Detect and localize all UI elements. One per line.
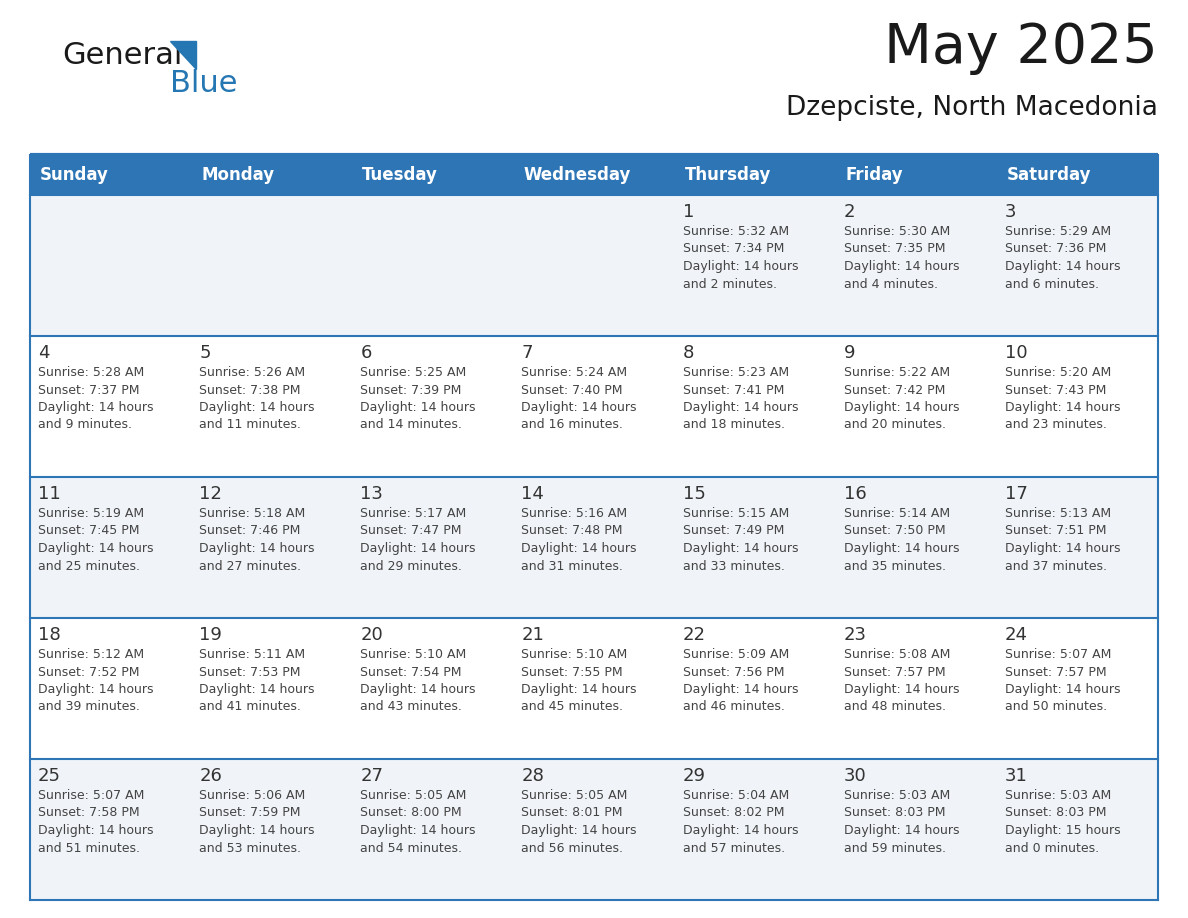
Text: 8: 8: [683, 344, 694, 362]
Text: 13: 13: [360, 485, 384, 503]
Text: Sunrise: 5:08 AM
Sunset: 7:57 PM
Daylight: 14 hours
and 48 minutes.: Sunrise: 5:08 AM Sunset: 7:57 PM Dayligh…: [843, 648, 959, 713]
Text: Saturday: Saturday: [1007, 166, 1092, 184]
Text: Sunrise: 5:20 AM
Sunset: 7:43 PM
Daylight: 14 hours
and 23 minutes.: Sunrise: 5:20 AM Sunset: 7:43 PM Dayligh…: [1005, 366, 1120, 431]
Text: May 2025: May 2025: [884, 21, 1158, 75]
Text: 14: 14: [522, 485, 544, 503]
Bar: [30, 195, 1158, 336]
Text: 9: 9: [843, 344, 855, 362]
Text: Friday: Friday: [846, 166, 903, 184]
Text: 28: 28: [522, 767, 544, 785]
Text: 26: 26: [200, 767, 222, 785]
Text: Sunrise: 5:12 AM
Sunset: 7:52 PM
Daylight: 14 hours
and 39 minutes.: Sunrise: 5:12 AM Sunset: 7:52 PM Dayligh…: [38, 648, 153, 713]
Bar: [30, 155, 1158, 195]
Text: 6: 6: [360, 344, 372, 362]
Text: Sunrise: 5:06 AM
Sunset: 7:59 PM
Daylight: 14 hours
and 53 minutes.: Sunrise: 5:06 AM Sunset: 7:59 PM Dayligh…: [200, 789, 315, 855]
Text: Sunrise: 5:14 AM
Sunset: 7:50 PM
Daylight: 14 hours
and 35 minutes.: Sunrise: 5:14 AM Sunset: 7:50 PM Dayligh…: [843, 507, 959, 573]
Text: Sunrise: 5:29 AM
Sunset: 7:36 PM
Daylight: 14 hours
and 6 minutes.: Sunrise: 5:29 AM Sunset: 7:36 PM Dayligh…: [1005, 225, 1120, 290]
Text: Sunrise: 5:24 AM
Sunset: 7:40 PM
Daylight: 14 hours
and 16 minutes.: Sunrise: 5:24 AM Sunset: 7:40 PM Dayligh…: [522, 366, 637, 431]
Bar: [30, 477, 1158, 618]
Text: 3: 3: [1005, 203, 1017, 221]
Bar: [30, 336, 1158, 477]
Text: Sunrise: 5:28 AM
Sunset: 7:37 PM
Daylight: 14 hours
and 9 minutes.: Sunrise: 5:28 AM Sunset: 7:37 PM Dayligh…: [38, 366, 153, 431]
Text: 20: 20: [360, 626, 383, 644]
Text: Sunrise: 5:10 AM
Sunset: 7:55 PM
Daylight: 14 hours
and 45 minutes.: Sunrise: 5:10 AM Sunset: 7:55 PM Dayligh…: [522, 648, 637, 713]
Text: Sunrise: 5:18 AM
Sunset: 7:46 PM
Daylight: 14 hours
and 27 minutes.: Sunrise: 5:18 AM Sunset: 7:46 PM Dayligh…: [200, 507, 315, 573]
Text: Tuesday: Tuesday: [362, 166, 438, 184]
Text: Sunrise: 5:09 AM
Sunset: 7:56 PM
Daylight: 14 hours
and 46 minutes.: Sunrise: 5:09 AM Sunset: 7:56 PM Dayligh…: [683, 648, 798, 713]
Text: 22: 22: [683, 626, 706, 644]
Text: Sunrise: 5:16 AM
Sunset: 7:48 PM
Daylight: 14 hours
and 31 minutes.: Sunrise: 5:16 AM Sunset: 7:48 PM Dayligh…: [522, 507, 637, 573]
Text: Sunday: Sunday: [40, 166, 109, 184]
Text: Sunrise: 5:05 AM
Sunset: 8:00 PM
Daylight: 14 hours
and 54 minutes.: Sunrise: 5:05 AM Sunset: 8:00 PM Dayligh…: [360, 789, 475, 855]
Text: Thursday: Thursday: [684, 166, 771, 184]
Text: Sunrise: 5:25 AM
Sunset: 7:39 PM
Daylight: 14 hours
and 14 minutes.: Sunrise: 5:25 AM Sunset: 7:39 PM Dayligh…: [360, 366, 475, 431]
Text: 5: 5: [200, 344, 210, 362]
Bar: [30, 759, 1158, 900]
Text: 24: 24: [1005, 626, 1028, 644]
Text: General: General: [62, 40, 183, 70]
Text: 21: 21: [522, 626, 544, 644]
Text: 19: 19: [200, 626, 222, 644]
Text: 7: 7: [522, 344, 533, 362]
Text: Sunrise: 5:05 AM
Sunset: 8:01 PM
Daylight: 14 hours
and 56 minutes.: Sunrise: 5:05 AM Sunset: 8:01 PM Dayligh…: [522, 789, 637, 855]
Text: Sunrise: 5:11 AM
Sunset: 7:53 PM
Daylight: 14 hours
and 41 minutes.: Sunrise: 5:11 AM Sunset: 7:53 PM Dayligh…: [200, 648, 315, 713]
Text: 15: 15: [683, 485, 706, 503]
Text: 4: 4: [38, 344, 50, 362]
Text: Sunrise: 5:10 AM
Sunset: 7:54 PM
Daylight: 14 hours
and 43 minutes.: Sunrise: 5:10 AM Sunset: 7:54 PM Dayligh…: [360, 648, 475, 713]
Text: Sunrise: 5:15 AM
Sunset: 7:49 PM
Daylight: 14 hours
and 33 minutes.: Sunrise: 5:15 AM Sunset: 7:49 PM Dayligh…: [683, 507, 798, 573]
Text: Sunrise: 5:32 AM
Sunset: 7:34 PM
Daylight: 14 hours
and 2 minutes.: Sunrise: 5:32 AM Sunset: 7:34 PM Dayligh…: [683, 225, 798, 290]
Text: 10: 10: [1005, 344, 1028, 362]
Text: Sunrise: 5:22 AM
Sunset: 7:42 PM
Daylight: 14 hours
and 20 minutes.: Sunrise: 5:22 AM Sunset: 7:42 PM Dayligh…: [843, 366, 959, 431]
Text: Dzepciste, North Macedonia: Dzepciste, North Macedonia: [786, 95, 1158, 121]
Text: 25: 25: [38, 767, 61, 785]
Text: 30: 30: [843, 767, 866, 785]
Text: Wednesday: Wednesday: [524, 166, 631, 184]
Text: 1: 1: [683, 203, 694, 221]
Text: Sunrise: 5:04 AM
Sunset: 8:02 PM
Daylight: 14 hours
and 57 minutes.: Sunrise: 5:04 AM Sunset: 8:02 PM Dayligh…: [683, 789, 798, 855]
Text: 2: 2: [843, 203, 855, 221]
Text: 23: 23: [843, 626, 867, 644]
Text: 31: 31: [1005, 767, 1028, 785]
Text: 12: 12: [200, 485, 222, 503]
Text: Sunrise: 5:07 AM
Sunset: 7:57 PM
Daylight: 14 hours
and 50 minutes.: Sunrise: 5:07 AM Sunset: 7:57 PM Dayligh…: [1005, 648, 1120, 713]
Text: Sunrise: 5:30 AM
Sunset: 7:35 PM
Daylight: 14 hours
and 4 minutes.: Sunrise: 5:30 AM Sunset: 7:35 PM Dayligh…: [843, 225, 959, 290]
Polygon shape: [170, 41, 196, 69]
Text: Sunrise: 5:07 AM
Sunset: 7:58 PM
Daylight: 14 hours
and 51 minutes.: Sunrise: 5:07 AM Sunset: 7:58 PM Dayligh…: [38, 789, 153, 855]
Text: Blue: Blue: [170, 69, 238, 97]
Text: 17: 17: [1005, 485, 1028, 503]
Text: Sunrise: 5:17 AM
Sunset: 7:47 PM
Daylight: 14 hours
and 29 minutes.: Sunrise: 5:17 AM Sunset: 7:47 PM Dayligh…: [360, 507, 475, 573]
Text: 29: 29: [683, 767, 706, 785]
Text: Sunrise: 5:19 AM
Sunset: 7:45 PM
Daylight: 14 hours
and 25 minutes.: Sunrise: 5:19 AM Sunset: 7:45 PM Dayligh…: [38, 507, 153, 573]
Text: Sunrise: 5:03 AM
Sunset: 8:03 PM
Daylight: 14 hours
and 59 minutes.: Sunrise: 5:03 AM Sunset: 8:03 PM Dayligh…: [843, 789, 959, 855]
Text: 16: 16: [843, 485, 866, 503]
Text: Sunrise: 5:23 AM
Sunset: 7:41 PM
Daylight: 14 hours
and 18 minutes.: Sunrise: 5:23 AM Sunset: 7:41 PM Dayligh…: [683, 366, 798, 431]
Text: Sunrise: 5:13 AM
Sunset: 7:51 PM
Daylight: 14 hours
and 37 minutes.: Sunrise: 5:13 AM Sunset: 7:51 PM Dayligh…: [1005, 507, 1120, 573]
Text: Sunrise: 5:26 AM
Sunset: 7:38 PM
Daylight: 14 hours
and 11 minutes.: Sunrise: 5:26 AM Sunset: 7:38 PM Dayligh…: [200, 366, 315, 431]
Text: Monday: Monday: [201, 166, 274, 184]
Text: 27: 27: [360, 767, 384, 785]
Text: 11: 11: [38, 485, 61, 503]
Text: Sunrise: 5:03 AM
Sunset: 8:03 PM
Daylight: 15 hours
and 0 minutes.: Sunrise: 5:03 AM Sunset: 8:03 PM Dayligh…: [1005, 789, 1120, 855]
Text: 18: 18: [38, 626, 61, 644]
Bar: [30, 618, 1158, 759]
